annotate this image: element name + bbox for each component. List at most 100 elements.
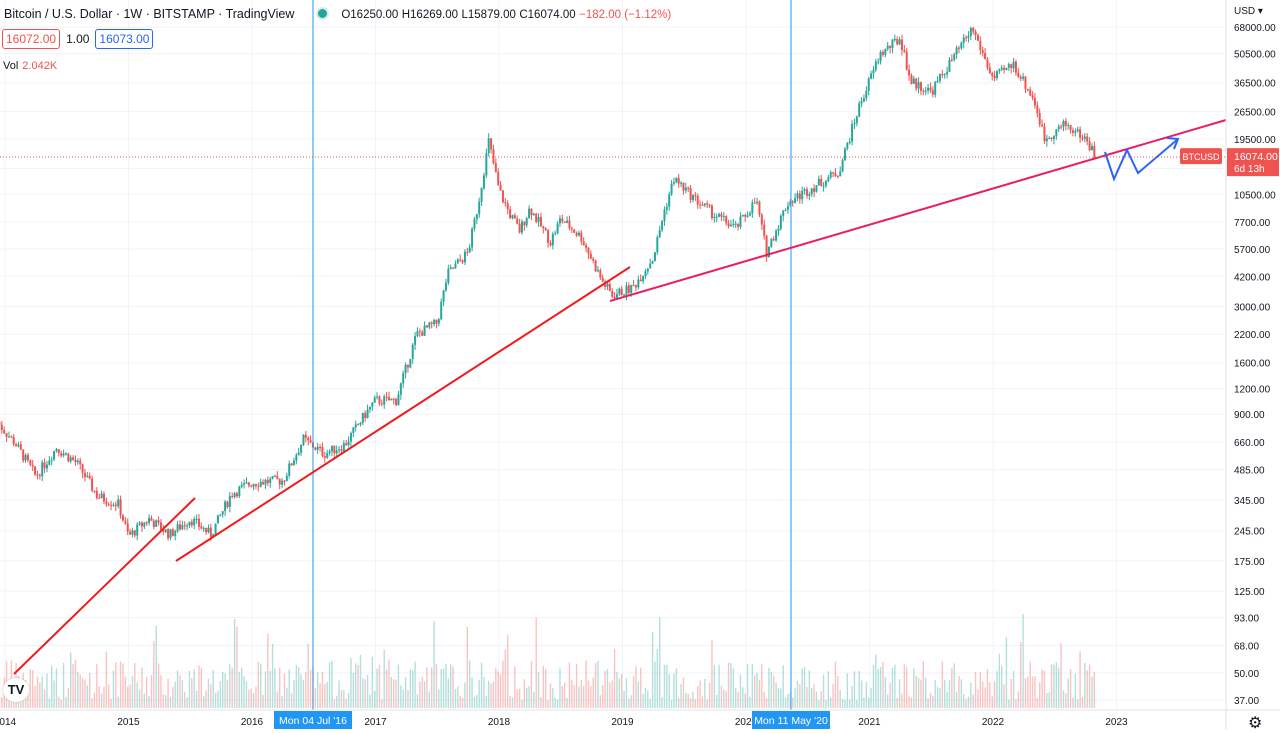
candle-body — [390, 399, 392, 401]
volume-bar — [53, 680, 54, 708]
candle-body — [359, 423, 361, 425]
volume-bar — [659, 618, 660, 708]
candle-body — [552, 234, 554, 245]
volume-bar — [91, 698, 92, 708]
time-axis: 2014201520162017201820192020202120222023 — [0, 717, 1128, 728]
volume-bar — [676, 669, 677, 708]
volume-bar — [87, 685, 88, 708]
candle-body — [994, 76, 996, 78]
candle-body — [1048, 138, 1050, 139]
candle-body — [407, 365, 409, 368]
candle-body — [538, 217, 540, 222]
candle-body — [690, 188, 692, 200]
volume-bar — [559, 668, 560, 708]
candle-body — [414, 336, 416, 345]
candle-body — [53, 451, 55, 460]
candle-body — [1053, 136, 1055, 139]
volume-bar — [213, 670, 214, 708]
volume-bar — [1056, 662, 1057, 708]
candle-body — [369, 407, 371, 410]
volume-bar — [1049, 692, 1050, 708]
volume-bar — [799, 684, 800, 708]
candle-body — [554, 233, 556, 234]
volume-bar — [939, 688, 940, 708]
volume-bar — [495, 668, 496, 708]
candle-body — [1067, 125, 1069, 126]
candlesticks — [0, 27, 1095, 541]
volume-bar — [768, 668, 769, 708]
candle-body — [483, 175, 485, 188]
candle-body — [186, 526, 188, 527]
volume-bar — [702, 696, 703, 708]
volume-bar — [897, 698, 898, 708]
volume-bar — [469, 661, 470, 708]
candle-body — [32, 465, 34, 466]
candle-body — [609, 284, 611, 291]
candle-body — [134, 530, 136, 535]
sell-button[interactable]: 16072.00 — [2, 29, 60, 49]
candle-body — [1041, 124, 1043, 126]
trendline-2018-2023[interactable] — [610, 120, 1226, 301]
volume-bar — [374, 691, 375, 708]
volume-bar — [395, 680, 396, 708]
volume-bar — [697, 686, 698, 708]
time-tick-label: 2014 — [0, 717, 17, 728]
volume-bar — [217, 691, 218, 708]
candle-body — [1093, 146, 1095, 157]
candle-body — [1036, 106, 1038, 114]
candle-body — [884, 49, 886, 55]
candle-body — [46, 465, 48, 469]
candle-body — [1010, 64, 1012, 68]
volume-bar — [528, 686, 529, 708]
volume-bar — [626, 678, 627, 708]
volume-bar — [274, 669, 275, 708]
gear-icon[interactable]: ⚙ — [1248, 713, 1262, 733]
tradingview-logo[interactable]: TV — [3, 678, 29, 702]
candle-body — [454, 264, 456, 269]
spread-value: 1.00 — [66, 32, 89, 46]
volume-bar — [189, 671, 190, 708]
candle-body — [264, 480, 266, 485]
volume-bar — [165, 695, 166, 708]
volume-bar — [942, 662, 943, 708]
visibility-icon[interactable] — [316, 7, 329, 20]
buy-sell-panel: 16072.00 1.00 16073.00 — [2, 29, 153, 49]
volume-bar — [291, 693, 292, 708]
price-axis: 68000.0050500.0036500.0026500.0019500.00… — [1234, 23, 1276, 707]
volume-bar — [39, 682, 40, 708]
candle-body — [127, 523, 129, 531]
volume-bar — [118, 697, 119, 708]
candle-body — [136, 524, 138, 535]
candle-body — [203, 528, 205, 529]
candle-body — [794, 198, 796, 203]
volume-value: 2.042K — [22, 60, 57, 72]
candle-body — [1039, 113, 1041, 124]
volume-bar — [1070, 669, 1071, 708]
buy-button[interactable]: 16073.00 — [95, 29, 153, 49]
volume-bar — [68, 688, 69, 708]
candle-body — [820, 179, 822, 186]
candle-body — [682, 183, 684, 191]
candle-body — [298, 453, 300, 455]
volume-bar — [1041, 669, 1042, 708]
price-tick-label: 37.00 — [1234, 696, 1259, 707]
candle-body — [58, 449, 60, 453]
candle-body — [1015, 62, 1017, 73]
candle-body — [336, 450, 338, 453]
candle-body — [148, 518, 150, 523]
volume-bar — [569, 663, 570, 708]
candle-body — [944, 74, 946, 75]
candle-body — [1020, 77, 1022, 79]
volume-bar — [367, 675, 368, 708]
candle-body — [1022, 77, 1024, 79]
volume-bar — [1034, 676, 1035, 708]
candle-body — [595, 260, 597, 271]
candle-body — [642, 276, 644, 281]
candle-body — [84, 473, 86, 477]
candle-body — [181, 525, 183, 529]
currency-selector[interactable]: USD ▾ — [1234, 6, 1263, 17]
candle-body — [174, 531, 176, 536]
volume-bar — [1015, 699, 1016, 708]
trendline-2014[interactable] — [14, 498, 195, 674]
